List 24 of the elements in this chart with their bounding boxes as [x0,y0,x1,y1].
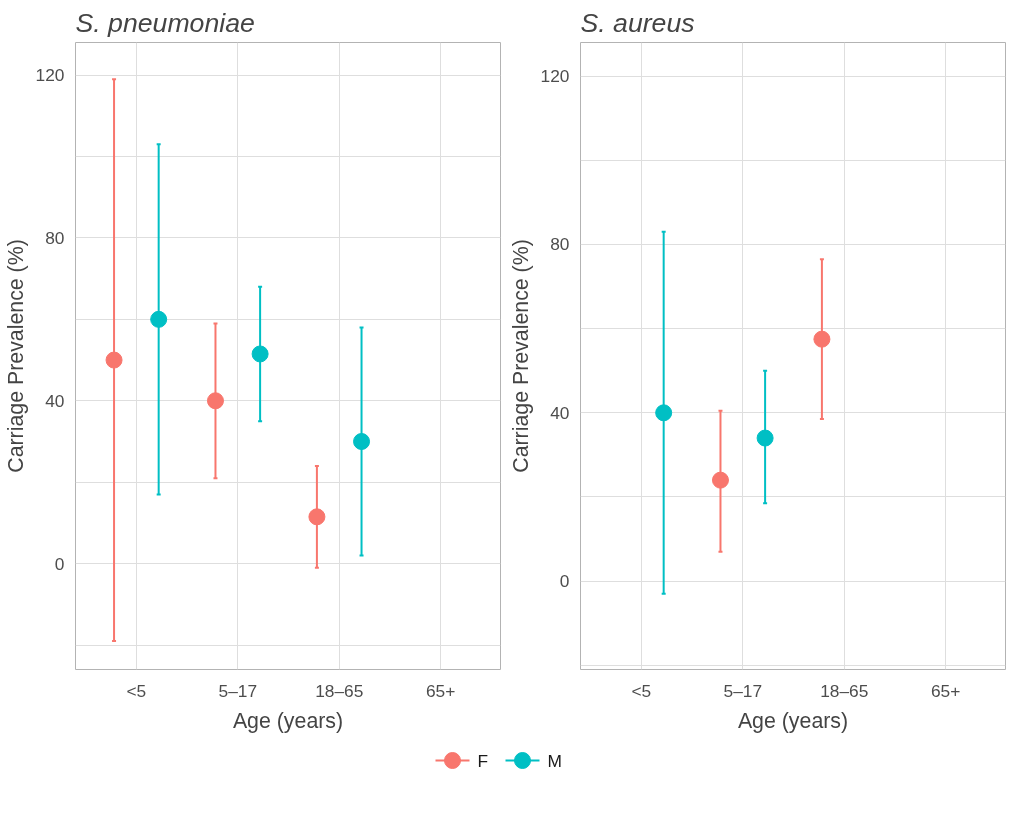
y-tick-label: 0 [54,553,65,574]
x-tick-label: 18–65 [315,680,364,701]
y-axis-title: Carriage Prevalence (%) [508,239,533,473]
x-tick-label: 65+ [930,680,961,701]
x-tick-label: <5 [631,680,652,701]
x-tick-label: 65+ [425,680,456,701]
x-tick-label: 5–17 [218,680,258,701]
legend-label: F [477,750,489,771]
y-tick-label: 80 [45,227,65,248]
y-tick-label: 0 [559,571,570,592]
legend-label: M [547,750,562,771]
chart-title: S. pneumoniae [75,7,255,38]
x-tick-label: <5 [126,680,147,701]
y-tick-label: 40 [45,390,65,411]
x-tick-label: 5–17 [723,680,763,701]
y-tick-label: 40 [550,402,570,423]
x-axis-title: Age (years) [232,708,344,733]
y-tick-label: 120 [540,66,570,87]
x-axis-title: Age (years) [737,708,849,733]
y-axis-title: Carriage Prevalence (%) [3,239,28,473]
y-tick-label: 120 [35,65,65,86]
x-tick-label: 18–65 [820,680,869,701]
y-tick-label: 80 [550,234,570,255]
chart-title: S. aureus [580,7,695,38]
